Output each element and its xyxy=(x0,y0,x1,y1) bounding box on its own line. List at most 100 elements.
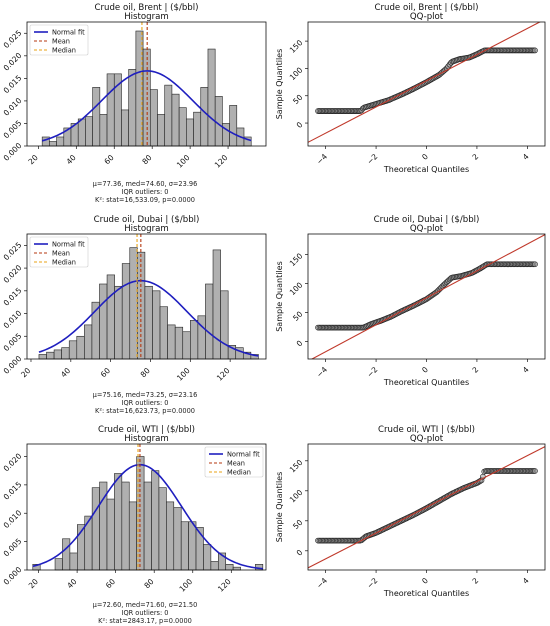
y-tick-label: 0.025 xyxy=(2,240,24,262)
y-tick-label: 0.020 xyxy=(2,51,24,73)
histogram-bar xyxy=(54,558,63,571)
chart-title: Crude oil, WTI | ($/bbl) xyxy=(378,425,475,435)
y-tick-label: 0.005 xyxy=(2,537,24,559)
legend-label: Median xyxy=(52,258,76,266)
histogram-bar xyxy=(114,473,123,571)
histogram-bar xyxy=(62,538,71,571)
histogram-bar xyxy=(220,290,229,360)
x-tick-label: 120 xyxy=(215,366,232,383)
x-tick-label: 4 xyxy=(521,576,531,586)
histogram-bar xyxy=(99,283,108,360)
histogram-bar xyxy=(157,114,166,147)
histogram-bar xyxy=(77,118,86,147)
histogram-bar xyxy=(128,501,137,571)
y-tick-label: 150 xyxy=(288,458,305,475)
histogram-panel: Crude oil, Brent | ($/bbl)Histogram 20 40 6… xyxy=(2,3,267,170)
x-tick-label: 4 xyxy=(521,365,531,375)
y-tick-label: 100 xyxy=(288,280,305,297)
stats-dubai: μ=75.16, med=73.25, σ=23.16 IQR outliers… xyxy=(10,391,280,415)
stats-line: μ=77.36, med=74.60, σ=23.96 xyxy=(92,180,198,188)
histogram-bar xyxy=(38,354,47,360)
x-tick-label: 80 xyxy=(142,577,155,590)
histogram-bar xyxy=(129,247,138,360)
y-tick-label: 100 xyxy=(288,65,305,82)
stats-line: K²: stat=2843.17, p=0.0000 xyxy=(98,617,192,625)
x-tick-label: −2 xyxy=(365,152,379,166)
x-axis-label: Theoretical Quantiles xyxy=(383,589,469,598)
axes-frame xyxy=(26,233,267,360)
histogram-bar xyxy=(232,566,241,571)
y-tick-label: 0.000 xyxy=(2,141,24,163)
histogram-bar xyxy=(167,324,176,360)
histogram-bar xyxy=(229,105,238,147)
histogram-bar xyxy=(46,351,55,360)
histogram-bar xyxy=(128,69,137,147)
histogram-bar xyxy=(144,285,153,360)
y-tick-label: 0.010 xyxy=(2,308,24,330)
y-axis-label: Sample Quantiles xyxy=(275,472,284,543)
chart-subtitle: Histogram xyxy=(124,434,169,444)
histogram-bar xyxy=(159,306,168,360)
stats-line: IQR outliers: 0 xyxy=(121,399,169,407)
qq-point xyxy=(530,47,537,54)
x-tick-label: 60 xyxy=(102,153,115,166)
x-axis-label: Theoretical Quantiles xyxy=(383,165,469,174)
histogram-bar xyxy=(214,96,223,147)
y-axis-label: Sample Quantiles xyxy=(275,261,284,332)
x-tick-label: 60 xyxy=(99,366,112,379)
x-tick-label: 20 xyxy=(27,577,40,590)
histogram-bar xyxy=(92,87,101,147)
y-tick-label: 0.015 xyxy=(2,73,24,95)
histogram-bar xyxy=(143,481,152,571)
x-tick-label: 40 xyxy=(65,153,78,166)
legend-label: Normal fit xyxy=(227,450,260,458)
y-tick-label: 50 xyxy=(291,518,304,531)
qq-point xyxy=(532,261,538,268)
histogram-bar xyxy=(180,521,189,571)
chart-subtitle: QQ-plot xyxy=(410,224,444,234)
histogram-bar xyxy=(121,109,129,147)
legend-label: Median xyxy=(227,468,251,476)
histogram-bar xyxy=(193,111,202,147)
stats-line: K²: stat=16,533.09, p=0.0000 xyxy=(95,196,195,204)
stats-line: IQR outliers: 0 xyxy=(121,609,169,617)
stats-line: IQR outliers: 0 xyxy=(121,188,169,196)
legend-label: Normal fit xyxy=(52,240,85,248)
y-tick-label: 0.010 xyxy=(2,96,24,118)
x-tick-label: 2 xyxy=(471,152,481,162)
histogram-bar xyxy=(151,470,160,571)
y-tick-label: 0.000 xyxy=(2,565,24,587)
histogram-bar xyxy=(149,89,158,147)
histogram-bar xyxy=(84,324,93,360)
x-tick-label: 20 xyxy=(27,153,40,166)
y-tick-label: 0 xyxy=(295,548,305,558)
chart-subtitle: QQ-plot xyxy=(410,434,444,444)
y-tick-label: 0.005 xyxy=(2,331,24,353)
qq-plot-area xyxy=(308,22,541,143)
histogram-bar xyxy=(212,249,221,360)
x-tick-label: 60 xyxy=(104,577,117,590)
chart-title: Crude oil, Dubai | ($/bbl) xyxy=(94,215,200,225)
histogram-bar xyxy=(56,136,65,147)
histogram-bar xyxy=(225,564,234,571)
y-tick-label: 0.010 xyxy=(2,508,24,530)
histogram-bar xyxy=(106,274,115,360)
x-tick-label: −2 xyxy=(365,365,379,379)
axes-frame xyxy=(26,21,267,147)
legend-label: Mean xyxy=(52,249,70,257)
qq-point xyxy=(358,324,365,331)
histogram-bar xyxy=(121,263,131,360)
histogram-bar xyxy=(106,498,115,571)
y-tick-label: 100 xyxy=(288,488,305,505)
x-tick-label: 80 xyxy=(140,153,153,166)
histogram-panel: Crude oil, Dubai | ($/bbl)Histogram 20 40 6… xyxy=(2,215,267,383)
histogram-bar xyxy=(85,116,93,147)
qq-point xyxy=(530,261,537,268)
qq-panel: Crude oil, WTI | ($/bbl)QQ-plot −4 −2 0 2 4 0 5… xyxy=(275,425,546,598)
histogram-bar xyxy=(186,118,194,147)
x-tick-label: 40 xyxy=(65,577,78,590)
histogram-bar xyxy=(174,326,184,360)
histogram-bar xyxy=(158,487,167,571)
normal-fit-line xyxy=(38,279,259,357)
y-tick-label: 0.025 xyxy=(2,28,24,50)
